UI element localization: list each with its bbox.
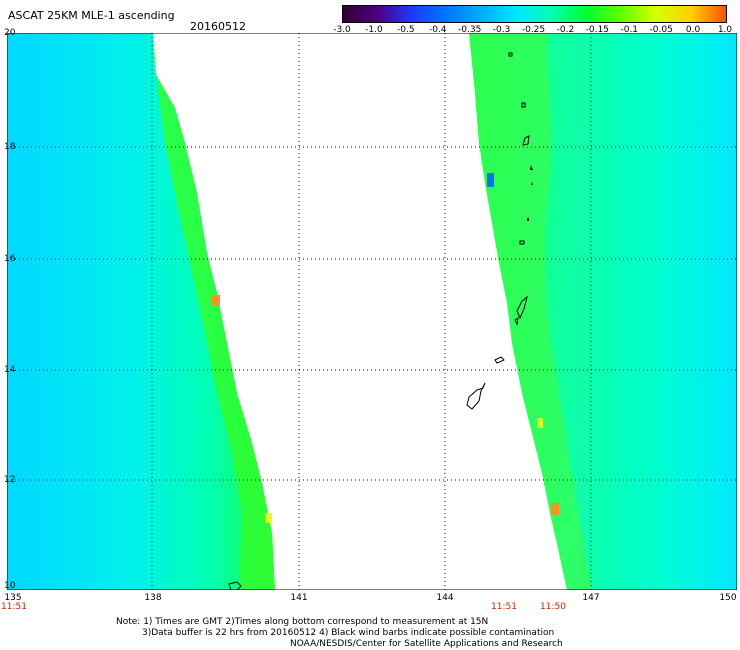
island-pagan xyxy=(522,135,530,146)
map-plot xyxy=(7,33,737,590)
time-label-left: 11:51 xyxy=(1,602,27,612)
swath-left-edge xyxy=(153,33,275,590)
date-label: 20160512 xyxy=(190,20,246,33)
swath-right-edge xyxy=(469,33,592,590)
lon-label: 135 xyxy=(4,593,22,603)
title: ASCAT 25KM MLE-1 ascending xyxy=(8,9,175,22)
note-line-1: Note: 1) Times are GMT 2)Times along bot… xyxy=(116,617,489,627)
swath-right-patch xyxy=(487,173,494,187)
swath-left-patch xyxy=(265,513,272,523)
island-tinian xyxy=(514,316,519,326)
colorbar-tick: -0.1 xyxy=(620,25,639,35)
colorbar-tick: 1.0 xyxy=(717,25,733,35)
colorbar-tick: -0.15 xyxy=(585,25,609,35)
colorbar xyxy=(342,5,727,23)
gridlines xyxy=(7,33,737,590)
lat-label: 10 xyxy=(4,581,16,591)
colorbar-tick: -0.4 xyxy=(428,25,447,35)
island-anatahan xyxy=(519,240,525,245)
island-rota xyxy=(494,356,505,364)
lon-label: 141 xyxy=(290,593,308,603)
time-label-right: 11:50 xyxy=(540,602,566,612)
swath-right-patch xyxy=(537,418,543,428)
lat-label: 16 xyxy=(4,254,16,264)
island-guam xyxy=(466,382,486,410)
island-saipan xyxy=(516,295,528,320)
swath-left xyxy=(7,33,275,590)
colorbar-tick: -0.25 xyxy=(521,25,546,35)
lat-label: 20 xyxy=(4,28,16,38)
lon-label: 150 xyxy=(719,593,737,603)
colorbar-tick: -0.5 xyxy=(397,25,415,35)
island-outlines xyxy=(228,52,530,590)
time-label-mid: 11:51 xyxy=(491,602,517,612)
lat-label: 14 xyxy=(4,365,16,375)
lon-label: 144 xyxy=(436,593,454,603)
island-north xyxy=(508,52,513,57)
lat-label: 12 xyxy=(4,475,16,485)
island-dots xyxy=(527,165,533,221)
lon-label: 147 xyxy=(582,593,600,603)
note-line-3: NOAA/NESDIS/Center for Satellite Applica… xyxy=(290,639,563,649)
island-agrihan xyxy=(521,102,526,108)
colorbar-tick: -3.0 xyxy=(333,25,351,35)
colorbar-tick: -0.2 xyxy=(556,25,575,35)
lat-label: 18 xyxy=(4,142,16,152)
island-left xyxy=(228,581,242,590)
colorbar-tick: -0.35 xyxy=(458,25,482,35)
colorbar-tick: -0.3 xyxy=(492,25,511,35)
colorbar-tick: -1.0 xyxy=(365,25,383,35)
colorbar-tick-labels: -3.0 -1.0 -0.5 -0.4 -0.35 -0.3 -0.25 -0.2 -0.15 -… xyxy=(330,25,735,37)
colorbar-tick: 0.0 xyxy=(685,25,701,35)
colorbar-tick: -0.05 xyxy=(649,25,673,35)
lon-label: 138 xyxy=(144,593,162,603)
note-line-2: 3)Data buffer is 22 hrs from 20160512 4)… xyxy=(142,628,555,638)
swath-right-patch xyxy=(551,503,559,515)
swath-left-patch xyxy=(212,295,220,305)
